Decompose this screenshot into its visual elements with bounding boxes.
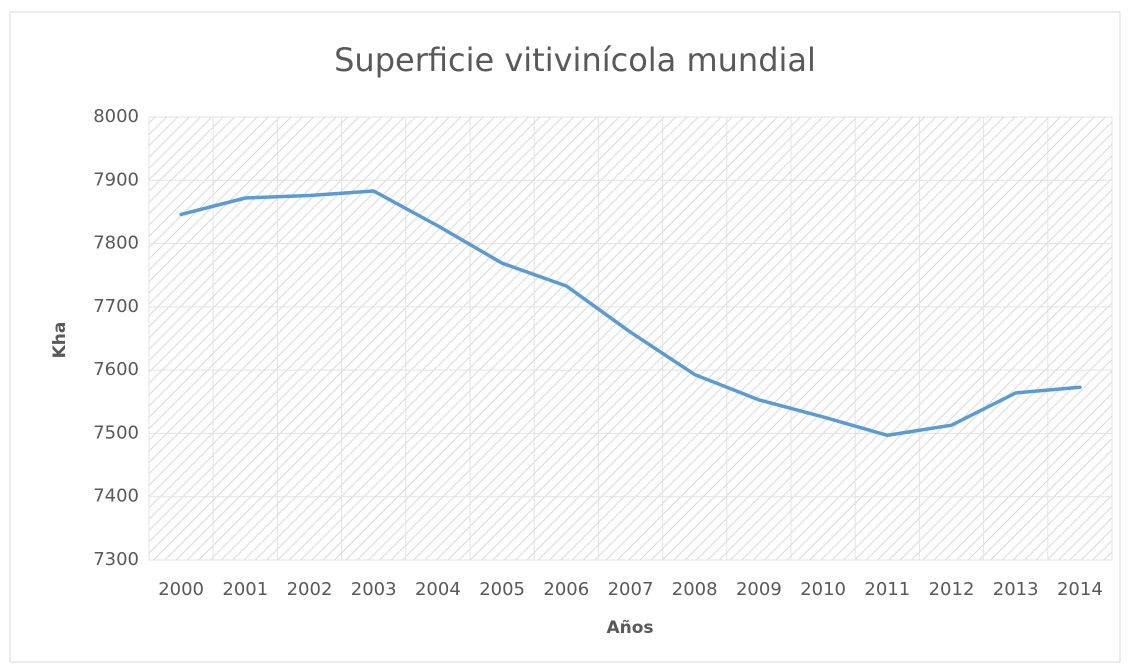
x-tick-label: 2009: [736, 579, 782, 600]
x-tick-label: 2014: [1057, 579, 1103, 600]
x-tick-label: 2000: [158, 579, 204, 600]
x-axis-label: Años: [606, 618, 653, 638]
y-tick-label: 7600: [93, 359, 139, 380]
x-tick-label: 2003: [351, 579, 397, 600]
x-tick-label: 2007: [608, 579, 654, 600]
x-tick-label: 2012: [929, 579, 975, 600]
x-tick-label: 2008: [672, 579, 718, 600]
x-tick-label: 2002: [287, 579, 333, 600]
x-tick-label: 2005: [479, 579, 525, 600]
chart-title: Superficie vitivinícola mundial: [334, 41, 816, 79]
y-tick-label: 7700: [93, 296, 139, 317]
y-tick-label: 7400: [93, 486, 139, 507]
x-tick-label: 2011: [864, 579, 910, 600]
data-line: [179, 189, 1082, 438]
x-tick-label: 2001: [222, 579, 268, 600]
y-tick-label: 7500: [93, 422, 139, 443]
x-tick-label: 2006: [543, 579, 589, 600]
x-tick-label: 2010: [800, 579, 846, 600]
y-tick-label: 7300: [93, 549, 139, 570]
x-tick-label: 2013: [993, 579, 1039, 600]
y-tick-label: 7900: [93, 169, 139, 190]
x-tick-label: 2004: [415, 579, 461, 600]
y-tick-label: 7800: [93, 233, 139, 254]
y-axis-label: Kha: [50, 322, 70, 359]
y-tick-label: 8000: [93, 106, 139, 127]
plot-area: [149, 117, 1112, 560]
